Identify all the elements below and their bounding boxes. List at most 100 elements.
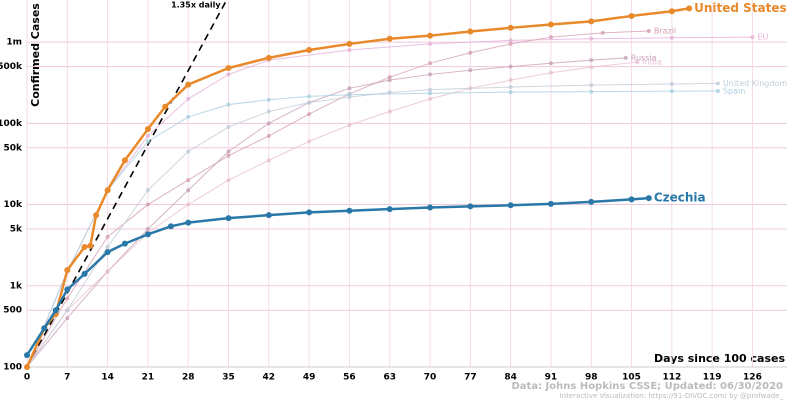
data-point <box>266 109 271 114</box>
data-point <box>93 212 100 219</box>
data-point <box>41 325 48 332</box>
y-tick-label: 1m <box>6 38 22 48</box>
data-point <box>715 89 720 94</box>
data-point <box>24 364 30 370</box>
data-point <box>186 114 191 119</box>
y-tick-label: 500 <box>3 306 22 316</box>
data-point <box>623 55 628 60</box>
data-point <box>24 352 30 359</box>
x-tick-label: 91 <box>545 373 558 383</box>
data-point <box>589 89 594 94</box>
data-point <box>508 90 513 95</box>
x-tick-label: 105 <box>622 373 641 383</box>
data-point <box>185 81 192 88</box>
data-point <box>64 286 71 293</box>
x-tick-label: 42 <box>263 373 276 383</box>
data-point <box>468 50 473 55</box>
x-tick-label: 21 <box>142 373 155 383</box>
x-tick-label: 7 <box>64 373 70 383</box>
data-point <box>508 85 513 90</box>
data-point <box>588 198 595 205</box>
series-line <box>26 82 718 368</box>
data-point <box>668 8 675 15</box>
reference-line <box>26 0 228 368</box>
series-label: Brazil <box>654 27 676 36</box>
data-point <box>145 133 150 138</box>
data-point <box>428 61 433 66</box>
series-label: United States <box>694 1 787 15</box>
data-point <box>265 54 272 61</box>
data-point <box>307 139 312 144</box>
data-point <box>307 100 312 105</box>
data-point <box>387 75 392 80</box>
data-point <box>226 102 231 107</box>
data-point <box>186 178 191 183</box>
data-point <box>266 121 271 126</box>
data-point <box>266 133 271 138</box>
data-point <box>186 188 191 193</box>
series-line <box>26 61 638 368</box>
source-note: Data: Johns Hopkins CSSE; Updated: 06/30… <box>512 381 784 392</box>
data-point <box>589 83 594 88</box>
data-point <box>386 206 393 213</box>
data-point <box>265 212 272 219</box>
data-point <box>186 149 191 154</box>
data-point <box>635 59 640 64</box>
data-point <box>508 78 513 83</box>
series-label: EU <box>757 33 768 42</box>
data-point <box>646 29 651 34</box>
data-point <box>428 91 433 96</box>
data-point <box>226 72 231 77</box>
data-point <box>686 5 693 12</box>
y-tick-label: 50k <box>3 143 23 153</box>
data-point <box>65 316 70 321</box>
data-point <box>226 125 231 130</box>
data-point <box>347 47 352 52</box>
data-point <box>600 30 605 35</box>
data-point <box>105 245 110 250</box>
data-point <box>347 86 352 91</box>
data-point <box>64 267 71 274</box>
data-point <box>548 70 553 75</box>
x-tick-label: 28 <box>182 373 195 383</box>
data-point <box>645 195 652 202</box>
data-point <box>105 269 110 274</box>
data-point <box>104 249 111 256</box>
series-label: Spain <box>723 87 745 96</box>
data-point <box>589 58 594 63</box>
data-point <box>387 109 392 114</box>
data-point <box>226 153 231 158</box>
data-point <box>145 188 150 193</box>
data-point <box>669 35 674 40</box>
y-tick-label: 5k <box>10 225 23 235</box>
data-point <box>428 87 433 92</box>
credit-note: Interactive Visualization: https://91-DI… <box>560 392 784 400</box>
y-tick-label: 1k <box>10 281 23 291</box>
data-point <box>428 41 433 46</box>
data-point <box>387 78 392 83</box>
layer <box>24 5 755 370</box>
x-tick-label: 49 <box>303 373 316 383</box>
data-point <box>468 68 473 73</box>
reference-label: 1.35x daily <box>171 1 221 10</box>
data-point <box>225 215 232 222</box>
series-label: Czechia <box>654 191 706 205</box>
data-point <box>346 207 353 214</box>
data-point <box>162 103 169 110</box>
data-point <box>547 200 554 207</box>
layer <box>26 0 228 368</box>
y-tick-label: 100k <box>0 119 23 129</box>
data-point <box>145 202 150 207</box>
data-point <box>508 41 513 46</box>
data-point <box>307 112 312 117</box>
data-point <box>144 231 151 238</box>
x-tick-label: 63 <box>383 373 396 383</box>
data-point <box>81 270 88 277</box>
data-point <box>306 46 313 53</box>
data-point <box>669 89 674 94</box>
data-point <box>121 240 128 247</box>
data-point <box>508 64 513 69</box>
layer <box>26 0 787 368</box>
data-point <box>467 28 474 35</box>
data-point <box>715 81 720 86</box>
